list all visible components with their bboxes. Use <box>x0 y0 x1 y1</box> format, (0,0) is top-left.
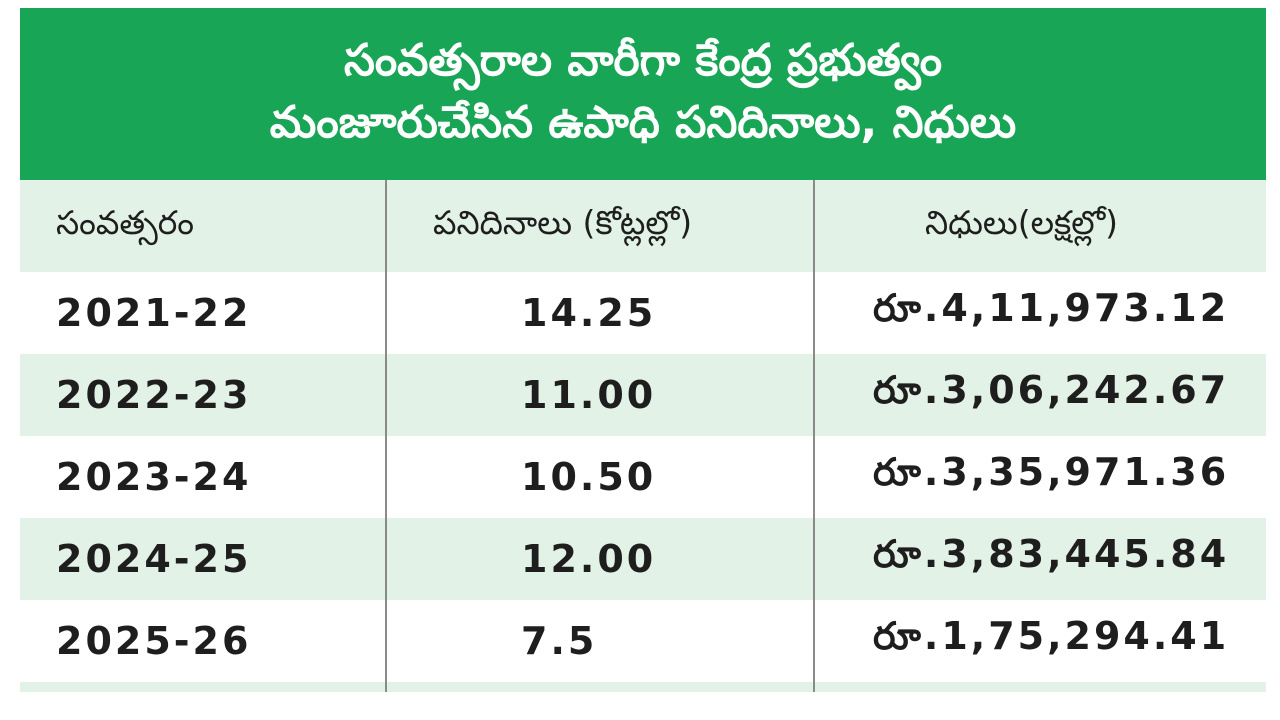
funds-cell: రూ.3,06,242.67 <box>813 354 1266 436</box>
funds-cell: రూ.3,83,445.84 <box>813 518 1266 600</box>
header-funds: నిధులు(లక్షల్లో) <box>813 180 1266 272</box>
year-cell: 2021-22 <box>56 291 252 335</box>
funds-cell: రూ.3,35,971.36 <box>813 436 1266 518</box>
workdays-cell: 11.00 <box>385 354 814 436</box>
table-row: 2023-24 10.50 రూ.3,35,971.36 <box>20 436 1266 518</box>
data-table: సంవత్సరం పనిదినాలు (కోట్లల్లో) నిధులు(లక… <box>20 180 1266 692</box>
table-footer-band <box>20 682 1266 692</box>
workdays-cell: 12.00 <box>385 518 814 600</box>
year-cell: 2023-24 <box>56 455 252 499</box>
workdays-cell: 10.50 <box>385 436 814 518</box>
table-row: 2025-26 7.5 రూ.1,75,294.41 <box>20 600 1266 682</box>
workdays-cell: 14.25 <box>385 272 814 354</box>
header-row: సంవత్సరం పనిదినాలు (కోట్లల్లో) నిధులు(లక… <box>20 180 1266 272</box>
funds-cell: రూ.4,11,973.12 <box>813 272 1266 354</box>
title-line-1: సంవత్సరాల వారీగా కేంద్ర ప్రభుత్వం <box>343 35 943 86</box>
table-row: 2022-23 11.00 రూ.3,06,242.67 <box>20 354 1266 436</box>
header-year: సంవత్సరం <box>56 202 195 242</box>
table-title: సంవత్సరాల వారీగా కేంద్ర ప్రభుత్వం మంజూరు… <box>20 8 1266 180</box>
year-cell: 2025-26 <box>56 619 252 663</box>
table-row: 2021-22 14.25 రూ.4,11,973.12 <box>20 272 1266 354</box>
infographic-table: సంవత్సరాల వారీగా కేంద్ర ప్రభుత్వం మంజూరు… <box>20 8 1266 692</box>
header-workdays: పనిదినాలు (కోట్లల్లో) <box>385 180 814 272</box>
workdays-cell: 7.5 <box>385 600 814 682</box>
table-row: 2024-25 12.00 రూ.3,83,445.84 <box>20 518 1266 600</box>
funds-cell: రూ.1,75,294.41 <box>813 600 1266 682</box>
title-line-2: మంజూరుచేసిన ఉపాధి పనిదినాలు, నిధులు <box>269 97 1017 148</box>
year-cell: 2024-25 <box>56 537 252 581</box>
year-cell: 2022-23 <box>56 373 252 417</box>
